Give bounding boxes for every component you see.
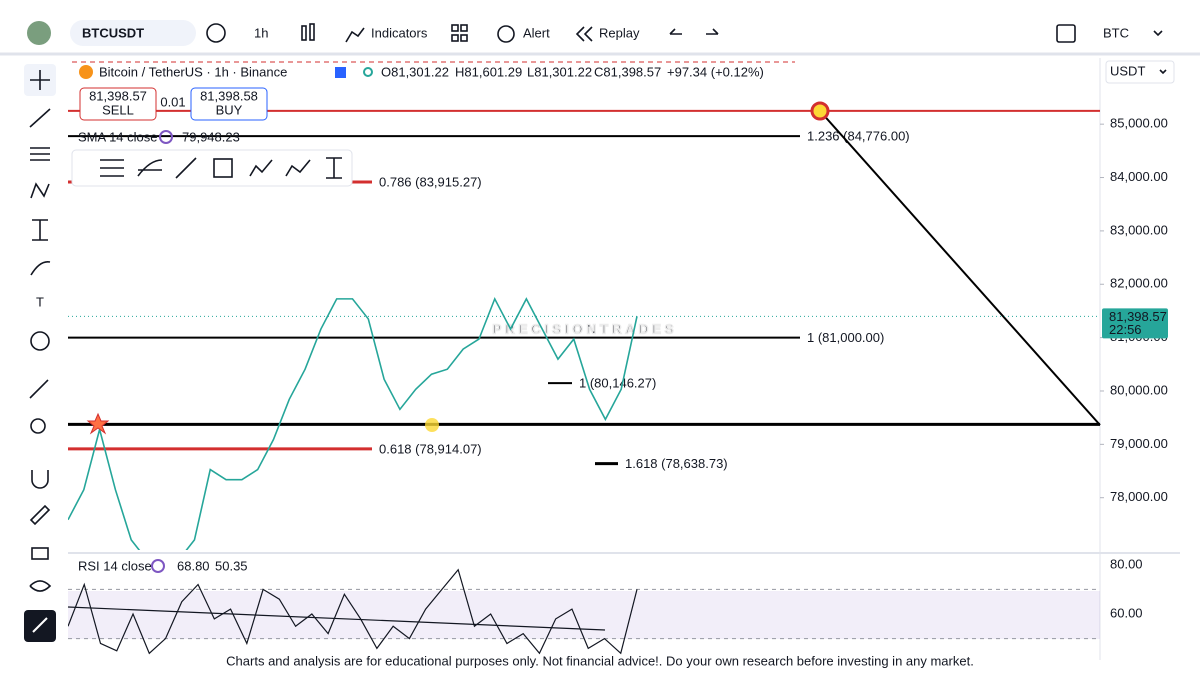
- layout-button[interactable]: [1056, 24, 1076, 43]
- y-tick-label: 78,000.00: [1110, 489, 1168, 504]
- avatar[interactable]: [27, 21, 51, 45]
- add-button[interactable]: [206, 23, 226, 43]
- y-tick-label: 85,000.00: [1110, 116, 1168, 131]
- last-price-label: 81,398.57: [1109, 309, 1167, 324]
- buy-price[interactable]: 81,398.58: [200, 88, 258, 103]
- symbol-box[interactable]: [70, 20, 196, 46]
- watermark: PRECISIONTRADES: [493, 321, 678, 336]
- sell-label[interactable]: SELL: [102, 102, 134, 117]
- level-label: 1 (81,000.00): [807, 330, 884, 345]
- indicators-button[interactable]: Indicators: [371, 25, 428, 40]
- level-label: 0.618 (78,914.07): [379, 441, 482, 456]
- footer: Charts and analysis are for educational …: [226, 653, 974, 668]
- price-line: [68, 296, 638, 550]
- change: +97.34 (+0.12%): [667, 64, 764, 79]
- buy-button[interactable]: [190, 87, 268, 121]
- rsi-label: RSI 14 close: [78, 558, 152, 573]
- sell-price[interactable]: 81,398.57: [89, 88, 147, 103]
- level-label: 1.236 (84,776.00): [807, 129, 910, 144]
- rsi-line: [68, 568, 638, 655]
- level-label: 1 (80,146.27): [579, 376, 656, 391]
- buy-label[interactable]: BUY: [216, 102, 243, 117]
- axis-unit: USDT: [1110, 63, 1145, 78]
- rsi-value: 68.80: [177, 558, 210, 573]
- y-tick-label: 79,000.00: [1110, 436, 1168, 451]
- y-tick-label: 83,000.00: [1110, 222, 1168, 237]
- rsi-signal: 50.35: [215, 558, 248, 573]
- spread: 0.01: [160, 94, 185, 109]
- open: O81,301.22: [381, 64, 449, 79]
- y-tick-label: 80,000.00: [1110, 382, 1168, 397]
- countdown: 22:56: [1109, 322, 1142, 337]
- sma-value: 79,948.23: [182, 129, 240, 144]
- last-price-box: [1102, 308, 1168, 339]
- symbol[interactable]: BTCUSDT: [82, 25, 144, 40]
- rsi-tick-label: 60.00: [1110, 605, 1143, 620]
- sma-label: SMA 14 close: [78, 129, 158, 144]
- currency[interactable]: BTC: [1103, 25, 1129, 40]
- alert-button[interactable]: Alert: [523, 25, 550, 40]
- interval[interactable]: 1h: [254, 25, 268, 40]
- legend-title: Bitcoin / TetherUS · 1h · Binance: [99, 64, 287, 79]
- y-tick-label: 84,000.00: [1110, 169, 1168, 184]
- low: L81,301.22: [527, 64, 592, 79]
- level-label: 1.618 (78,638.73): [625, 456, 728, 471]
- sell-button[interactable]: [79, 87, 157, 121]
- level-label: 0.786 (83,915.27): [379, 174, 482, 189]
- close: C81,398.57: [594, 64, 661, 79]
- high: H81,601.29: [455, 64, 522, 79]
- replay-button[interactable]: Replay: [599, 25, 640, 40]
- svg-text:T: T: [36, 294, 44, 309]
- rsi-tick-label: 80.00: [1110, 556, 1143, 571]
- y-tick-label: 82,000.00: [1110, 276, 1168, 291]
